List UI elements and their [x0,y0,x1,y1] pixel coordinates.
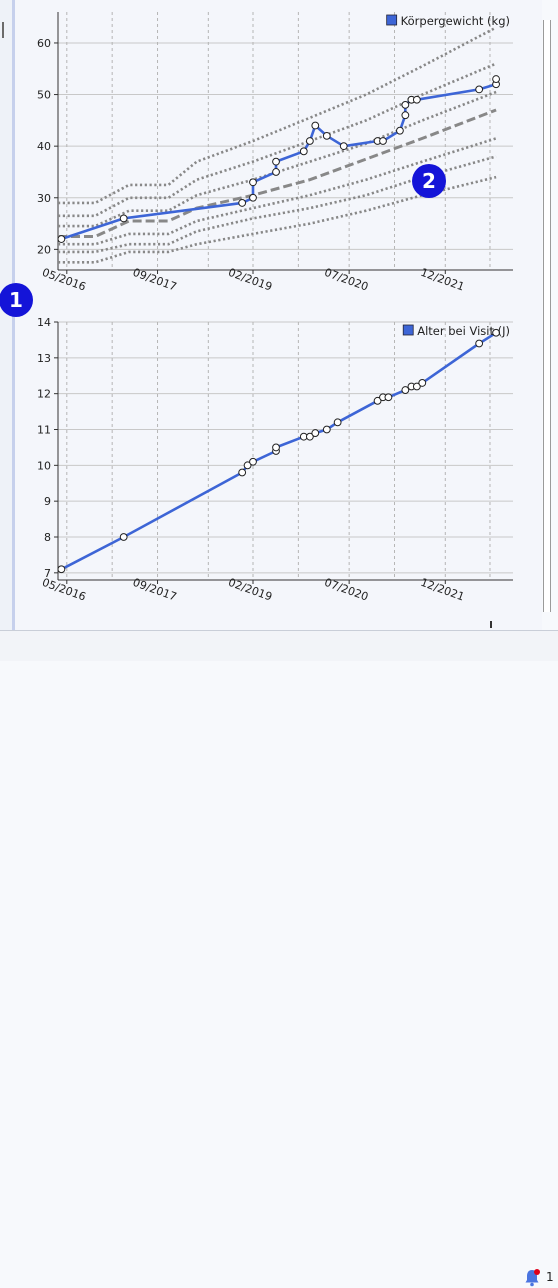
y-tick-label: 12 [37,388,51,401]
step-badge [412,164,446,198]
y-tick-label: 30 [37,192,51,205]
plot-area [58,12,513,270]
y-tick-label: 13 [37,352,51,365]
data-point [57,565,66,574]
percentile-line-dotted [58,62,497,218]
y-tick-label: 14 [37,316,51,329]
data-point [379,137,387,145]
y-tick-label: 10 [37,459,51,472]
data-point [412,382,421,391]
data-point [249,178,257,187]
percentile-line-dotted [58,137,497,246]
percentile-line-dotted [58,175,497,264]
data-point [418,379,427,387]
y-tick-label: 8 [44,531,51,544]
data-point [272,168,280,176]
data-point [249,457,257,466]
legend-swatch [386,14,398,26]
data-point [401,386,410,394]
y-tick-label: 7 [44,567,51,580]
legend-label: Alter bei Visit (J) [417,324,510,338]
data-point [339,142,348,151]
step-badge [0,283,33,317]
data-point [396,126,404,135]
notification-count: 1 [546,1270,554,1284]
data-point [412,95,421,104]
data-point [305,137,314,145]
data-point [299,147,308,156]
data-point [272,443,280,452]
data-point [272,157,280,166]
scroll-marker [490,621,492,628]
percentile-line-median [58,108,497,238]
data-point [305,432,314,441]
data-point [373,396,382,405]
data-point [238,199,247,207]
data-point [57,235,66,243]
data-point [311,429,320,437]
data-point [475,339,484,348]
y-tick-label: 20 [37,243,51,256]
bell-icon[interactable] [522,1268,542,1288]
step-badge-label: 2 [422,169,436,193]
legend-label: Körpergewicht (kg) [401,14,510,28]
step-badge-label: 1 [9,288,23,312]
vertical-scrollbar[interactable] [543,20,551,612]
y-tick-label: 11 [37,424,51,437]
data-point [119,533,128,541]
data-point [238,468,247,477]
data-point [492,328,500,337]
legend-swatch [402,324,414,336]
data-point [119,214,128,223]
y-tick-label: 50 [37,89,51,102]
left-resize-handle[interactable] [2,22,4,38]
data-point [492,75,500,83]
status-bar: 1 [0,630,558,1287]
data-point [401,111,410,120]
data-point [322,131,331,140]
percentile-line-dotted [58,155,497,254]
y-tick-label: 9 [44,495,51,508]
badges: 12 [0,164,446,317]
data-point [333,418,342,427]
data-point [401,100,410,109]
data-point [311,121,320,130]
data-point [249,193,257,202]
y-tick-label: 40 [37,140,51,153]
data-point [384,393,393,402]
data-point [243,461,252,470]
data-point [322,425,331,434]
y-tick-label: 60 [37,37,51,50]
data-point [475,85,484,94]
plot-area [58,322,513,580]
percentile-line-dotted [58,26,497,205]
left-sidebar-strip [0,0,14,630]
